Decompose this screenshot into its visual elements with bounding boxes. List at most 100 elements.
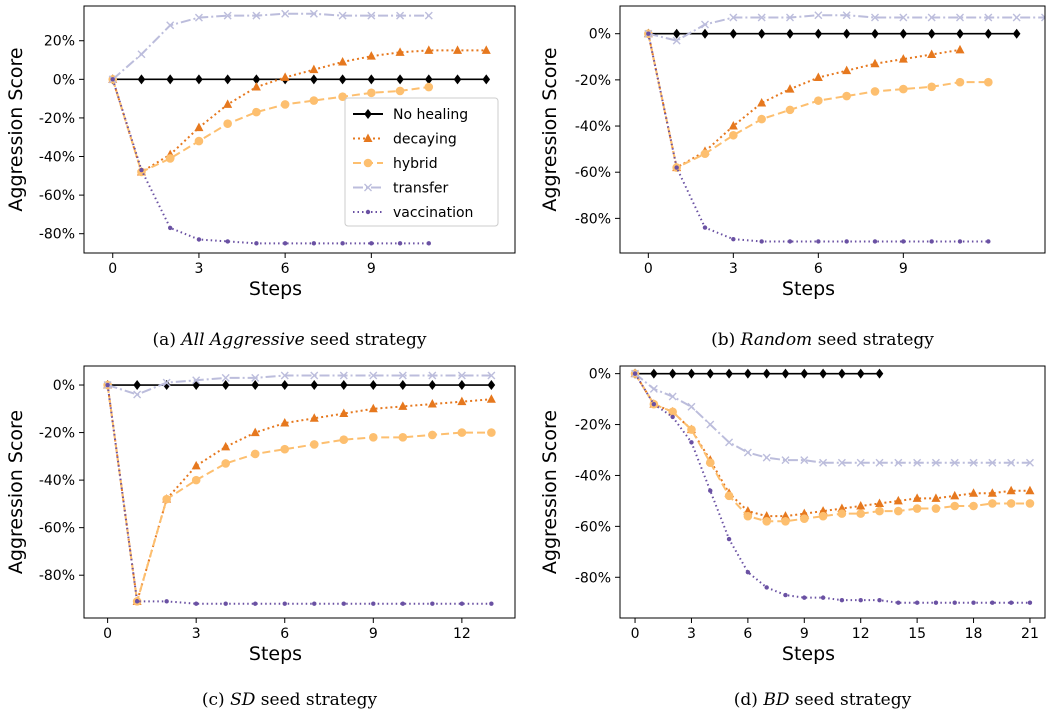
series-transfer-point bbox=[137, 50, 146, 59]
x-axis-label: Steps bbox=[782, 643, 835, 665]
series-line bbox=[647, 33, 989, 243]
series-decaying-point bbox=[950, 490, 960, 500]
series-no-healing-point bbox=[1012, 28, 1021, 39]
series-hybrid-point bbox=[668, 407, 677, 417]
series-hybrid-point bbox=[280, 100, 290, 109]
series-transfer-point bbox=[367, 11, 376, 20]
series-no-healing-point bbox=[672, 28, 681, 39]
chart-panel-2: 0 3 6 9 12 -80% -60% -40% -20% 0% Steps Aggression … bbox=[5, 365, 516, 710]
series-hybrid-point bbox=[757, 114, 766, 124]
y-axis-label: Aggression Score bbox=[539, 410, 561, 574]
axes-frame bbox=[83, 5, 516, 254]
series-vaccination-point bbox=[430, 601, 435, 606]
series-hybrid-point bbox=[252, 107, 261, 117]
series-no-healing-point bbox=[453, 74, 462, 85]
y-tick-label: -40% bbox=[39, 150, 75, 166]
series-no-healing bbox=[631, 368, 884, 379]
series-hybrid-point bbox=[487, 428, 496, 437]
y-tick-label: -20% bbox=[39, 426, 75, 442]
series-no-healing-point bbox=[223, 74, 232, 85]
series-transfer-point bbox=[398, 371, 407, 380]
series-decaying-point bbox=[338, 56, 348, 66]
y-tick-label: -80% bbox=[39, 227, 75, 243]
series-vaccination-point bbox=[369, 241, 374, 246]
series-hybrid-point bbox=[950, 501, 960, 511]
series-vaccination-point bbox=[759, 239, 764, 244]
series-transfer-point bbox=[1007, 458, 1016, 467]
series-decaying-point bbox=[813, 72, 823, 82]
legend-label: transfer bbox=[393, 181, 449, 197]
series-hybrid-point bbox=[457, 428, 467, 437]
series-decaying-point bbox=[955, 44, 965, 54]
series-vaccination-point bbox=[787, 239, 793, 244]
series-no-healing-point bbox=[842, 28, 851, 39]
series-transfer-point bbox=[956, 13, 964, 22]
y-tick-label: -40% bbox=[575, 119, 611, 135]
series-hybrid bbox=[630, 369, 1035, 526]
series-transfer-point bbox=[781, 456, 790, 465]
series-vaccination-point bbox=[844, 239, 849, 244]
y-tick-label: -80% bbox=[575, 570, 611, 586]
series-line bbox=[111, 79, 429, 174]
series-hybrid-point bbox=[367, 88, 376, 98]
series-vaccination-point bbox=[914, 600, 920, 605]
series-line bbox=[106, 384, 492, 602]
plot-area bbox=[103, 371, 496, 606]
x-tick-label: 3 bbox=[192, 626, 201, 642]
series-decaying bbox=[643, 28, 965, 172]
series-vaccination-point bbox=[858, 597, 863, 603]
series-no-healing-point bbox=[781, 368, 790, 379]
axes-frame bbox=[619, 5, 1046, 254]
series-transfer-point bbox=[762, 453, 771, 462]
series-no-healing-point bbox=[251, 380, 260, 391]
series-no-healing-point bbox=[482, 74, 491, 85]
series-transfer-point bbox=[842, 11, 851, 20]
series-vaccination-point bbox=[726, 536, 732, 542]
series-decaying-point bbox=[856, 501, 866, 510]
x-tick-label: 21 bbox=[1021, 626, 1039, 642]
series-transfer-point bbox=[309, 9, 318, 18]
series-hybrid-point bbox=[729, 130, 738, 140]
series-transfer-point bbox=[252, 11, 261, 20]
series-vaccination bbox=[110, 77, 431, 246]
legend-marker-point bbox=[363, 158, 373, 168]
legend-marker-point bbox=[363, 133, 373, 142]
series-no-healing-point bbox=[786, 28, 794, 39]
y-tick-label: 0% bbox=[53, 72, 75, 88]
legend: No healing decaying hybrid transfer vaccinat… bbox=[344, 97, 499, 227]
series-decaying-point bbox=[250, 427, 260, 437]
axes-frame bbox=[83, 365, 516, 619]
y-axis-label: Aggression Score bbox=[539, 47, 561, 211]
series-transfer-point bbox=[487, 371, 496, 380]
series-no-healing bbox=[103, 380, 496, 391]
series-hybrid-point bbox=[191, 475, 201, 485]
series-decaying-point bbox=[194, 122, 204, 132]
y-axis-label: Aggression Score bbox=[5, 47, 27, 211]
y-tick-label: -60% bbox=[39, 188, 75, 204]
series-vaccination-point bbox=[105, 382, 110, 388]
series-decaying-point bbox=[912, 493, 922, 502]
series-vaccination-point bbox=[426, 241, 431, 246]
series-decaying-point bbox=[280, 418, 290, 427]
series-no-healing-point bbox=[956, 28, 964, 39]
series-transfer bbox=[108, 9, 433, 84]
series-vaccination bbox=[646, 31, 991, 244]
series-line bbox=[647, 33, 961, 170]
series-vaccination-point bbox=[957, 239, 963, 244]
series-hybrid-point bbox=[250, 449, 260, 459]
x-axis-label: Steps bbox=[249, 643, 302, 665]
series-no-healing-point bbox=[701, 28, 709, 39]
axes-frame bbox=[619, 365, 1046, 619]
series-decaying-point bbox=[799, 508, 809, 518]
series-no-healing-point bbox=[838, 368, 846, 379]
subfigure-caption: (c) SD seed strategy bbox=[202, 690, 378, 710]
chart-panel-1: 0 3 6 9 -80% -60% -40% -20% 0% Steps Aggression Sc… bbox=[539, 5, 1046, 350]
series-hybrid-point bbox=[687, 425, 696, 434]
series-no-healing-point bbox=[706, 368, 715, 379]
y-tick-label: 0% bbox=[53, 378, 75, 394]
series-transfer-point bbox=[251, 373, 260, 382]
series-decaying-point bbox=[481, 45, 491, 54]
series-decaying-point bbox=[398, 401, 408, 410]
series-decaying-point bbox=[366, 51, 376, 60]
series-vaccination-point bbox=[877, 597, 882, 603]
